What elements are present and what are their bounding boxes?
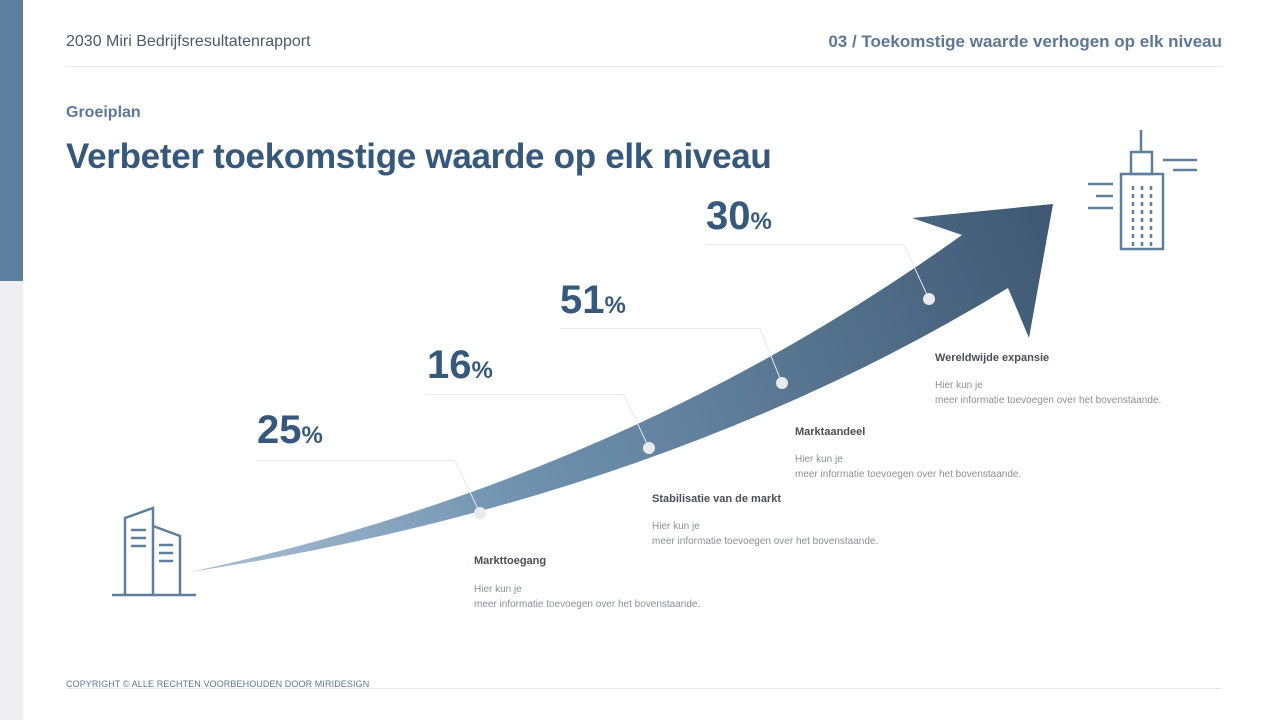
- milestone-value: 25: [257, 408, 302, 452]
- desc-line: meer informatie toevoegen over het boven…: [652, 536, 879, 547]
- header-divider: [66, 66, 1222, 67]
- percent-sign: %: [471, 357, 493, 384]
- desc-line: Hier kun je: [474, 584, 522, 595]
- milestone-underline-4: [706, 244, 904, 245]
- leader-line-3: [759, 328, 783, 384]
- milestone-percent-4: 30%: [706, 196, 772, 242]
- section-label: Groeiplan: [66, 104, 141, 121]
- desc-line: Hier kun je: [795, 454, 843, 465]
- milestone-dot-2: [643, 442, 655, 454]
- milestone-dot-1: [474, 507, 486, 519]
- milestone-label-1: Markttoegang: [474, 555, 547, 567]
- milestone-value: 16: [427, 343, 472, 387]
- milestone-dot-3: [776, 377, 788, 389]
- milestone-label-4: Wereldwijde expansie: [935, 352, 1050, 364]
- milestone-percent-2: 16%: [427, 345, 493, 391]
- milestone-label-2: Stabilisatie van de markt: [652, 493, 781, 505]
- milestone-underline-1: [257, 460, 455, 461]
- milestone-label-3: Marktaandeel: [795, 426, 866, 438]
- desc-line: Hier kun je: [652, 521, 700, 532]
- milestone-underline-2: [426, 394, 624, 395]
- percent-sign: %: [604, 292, 626, 319]
- skyscraper-windows: [1131, 186, 1153, 246]
- desc-line: meer informatie toevoegen over het boven…: [935, 395, 1162, 406]
- office-building-icon: [112, 506, 196, 597]
- milestone-underline-3: [560, 328, 760, 329]
- left-sidebar-accent: [0, 0, 23, 281]
- skyscraper-icon: [1088, 130, 1197, 251]
- leader-line-4: [903, 244, 930, 300]
- leader-line-2: [623, 394, 650, 449]
- desc-line: meer informatie toevoegen over het boven…: [795, 469, 1022, 480]
- milestone-desc-3: Hier kun je meer informatie toevoegen ove…: [795, 452, 1021, 482]
- copyright-footer: COPYRIGHT © ALLE RECHTEN VOORBEHOUDEN DO…: [66, 679, 370, 689]
- section-title: 03 / Toekomstige waarde verhogen op elk …: [828, 32, 1222, 51]
- milestone-value: 30: [706, 194, 751, 238]
- milestone-desc-4: Hier kun je meer informatie toevoegen ove…: [935, 378, 1161, 408]
- percent-sign: %: [750, 208, 772, 235]
- milestone-percent-3: 51%: [560, 280, 626, 326]
- leader-line-1: [454, 460, 481, 514]
- desc-line: meer informatie toevoegen over het boven…: [474, 599, 701, 610]
- growth-arrow: [190, 204, 1053, 572]
- milestone-value: 51: [560, 278, 605, 322]
- page-title: Verbeter toekomstige waarde op elk nivea…: [66, 137, 772, 176]
- milestone-dot-4: [923, 293, 935, 305]
- milestone-percent-1: 25%: [257, 410, 323, 456]
- desc-line: Hier kun je: [935, 380, 983, 391]
- milestone-desc-1: Hier kun je meer informatie toevoegen ove…: [474, 582, 700, 612]
- footer-divider: [66, 688, 1222, 689]
- report-title: 2030 Miri Bedrijfsresultatenrapport: [66, 33, 311, 50]
- milestone-desc-2: Hier kun je meer informatie toevoegen ove…: [652, 519, 878, 549]
- percent-sign: %: [301, 422, 323, 449]
